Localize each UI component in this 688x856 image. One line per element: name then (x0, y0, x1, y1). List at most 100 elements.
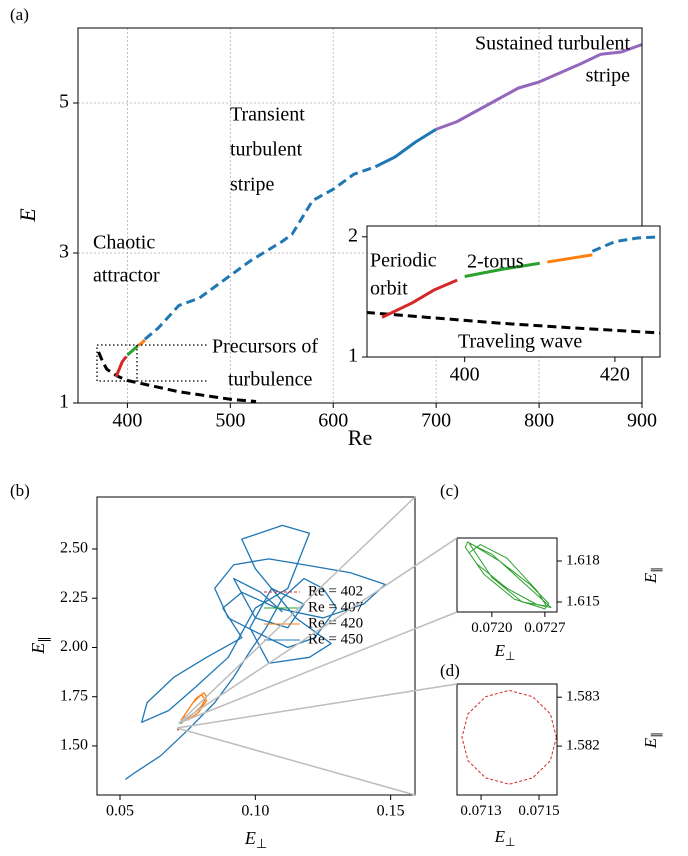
annotation: turbulent (230, 139, 303, 161)
y-tick-label: 2 (348, 224, 358, 246)
data-line (126, 344, 139, 357)
panel-label: (c) (440, 481, 459, 500)
data-line (435, 43, 642, 131)
y-tick-label: 3 (59, 241, 69, 263)
annotation: Precursors of (212, 336, 318, 358)
series-group (97, 43, 642, 403)
panel-label: (a) (10, 5, 29, 24)
legend-label: Re = 420 (308, 615, 363, 631)
x-axis-label: E⊥ (494, 827, 516, 849)
x-axis-label-subscript: ⊥ (256, 836, 267, 851)
annotation: Chaotic (93, 232, 155, 254)
data-line (125, 524, 386, 780)
y-axis-label-symbol: E (15, 208, 40, 223)
y-tick-label: 1.75 (60, 687, 88, 704)
x-tick-label: 800 (524, 410, 554, 432)
annotation: turbulence (228, 369, 313, 391)
y-tick-label: 1 (59, 391, 69, 413)
data-line (381, 278, 458, 319)
zoom-box (96, 344, 138, 382)
y-axis-label: E∥ (641, 567, 663, 584)
y-axis-label: E∥ (28, 636, 51, 655)
frame (456, 683, 558, 796)
series-group (464, 541, 552, 610)
legend-label: Re = 402 (308, 583, 363, 599)
panel: 400 420 1 2 Periodic orbit 2-torus Traveling wa… (348, 224, 661, 386)
annotation: stripe (230, 174, 275, 196)
y-axis-label-symbol: E (641, 737, 660, 749)
x-axis-label-symbol: E (244, 828, 256, 848)
y-tick-label: 1.618 (566, 552, 600, 568)
x-tick-label: 900 (627, 410, 657, 432)
y-tick-label: 2.50 (60, 540, 88, 557)
connector-line (178, 537, 458, 724)
frame (96, 496, 416, 796)
y-tick-label: 2.25 (60, 589, 88, 606)
x-tick-label: 0.0715 (518, 803, 559, 819)
x-tick-label: 0.05 (106, 803, 134, 820)
data-line (114, 355, 128, 378)
annotation: orbit (370, 278, 408, 300)
x-tick-label: 400 (112, 410, 142, 432)
x-axis-label: E⊥ (494, 641, 516, 663)
legend-label: Re = 450 (308, 631, 363, 647)
data-line (547, 253, 593, 264)
data-line (97, 351, 257, 403)
x-tick-label: 700 (421, 410, 451, 432)
y-tick-label: 2.00 (60, 638, 88, 655)
x-tick-label: 0.0713 (460, 803, 501, 819)
annotation: Transient (230, 104, 305, 126)
data-line (367, 311, 660, 335)
panel: 400 500 600 700 800 900 1 3 5 (a) Re E Sustained tur… (10, 5, 657, 450)
y-axis-label-subscript: ∥ (649, 567, 663, 573)
y-tick-label: 1.615 (566, 593, 600, 609)
frame (77, 27, 643, 404)
annotation: Sustained turbulent (475, 33, 630, 55)
annotation: Periodic (370, 250, 437, 272)
x-tick-label: 0.10 (241, 803, 269, 820)
legend-label: Re = 407 (308, 599, 364, 615)
y-tick-label: 1.582 (566, 738, 600, 754)
annotation: attractor (93, 265, 160, 287)
chart-layer: 400 500 600 700 800 900 1 3 5 (a) Re E Sustained tur… (10, 5, 663, 851)
data-line (461, 689, 557, 785)
series-group (367, 235, 660, 335)
x-axis-label: Re (348, 425, 372, 450)
y-tick-label: 1.50 (60, 737, 88, 754)
y-tick-label: 5 (59, 91, 69, 113)
panel: 0.05 0.10 0.151.501.752.002.252.50(b)E⊥E∥R… (10, 481, 416, 851)
x-axis-label-subscript: ⊥ (505, 835, 515, 849)
frame (456, 537, 558, 613)
y-tick-label: 1.583 (566, 689, 600, 705)
x-tick-label: 420 (600, 364, 630, 386)
x-axis-label-symbol: Re (348, 425, 372, 450)
connector-line (178, 611, 458, 724)
panel-label: (d) (440, 661, 460, 680)
plot-area (97, 497, 415, 795)
x-axis-label-symbol: E (494, 827, 506, 846)
annotation: 2-torus (467, 251, 524, 273)
data-line (464, 261, 541, 278)
data-line (374, 127, 437, 169)
data-line (137, 338, 146, 347)
connector-line (176, 683, 458, 729)
y-axis-label-subscript: ∥ (36, 636, 51, 643)
connector-line (178, 496, 416, 724)
annotation: Traveling wave (458, 331, 582, 353)
panel-label: (b) (10, 481, 30, 500)
x-tick-label: 400 (450, 364, 480, 386)
series-group (461, 689, 557, 785)
x-tick-label: 0.0727 (524, 620, 566, 636)
y-axis-label: E∥ (641, 732, 663, 749)
x-tick-label: 600 (318, 410, 348, 432)
y-axis-label-symbol: E (641, 572, 660, 584)
data-line (143, 165, 376, 341)
y-axis-label: E (15, 208, 40, 223)
plot-area (457, 684, 557, 795)
x-axis-label: E⊥ (244, 828, 267, 851)
x-axis-label-symbol: E (494, 641, 506, 660)
frame (366, 225, 661, 358)
y-axis-label-subscript: ∥ (649, 732, 663, 738)
